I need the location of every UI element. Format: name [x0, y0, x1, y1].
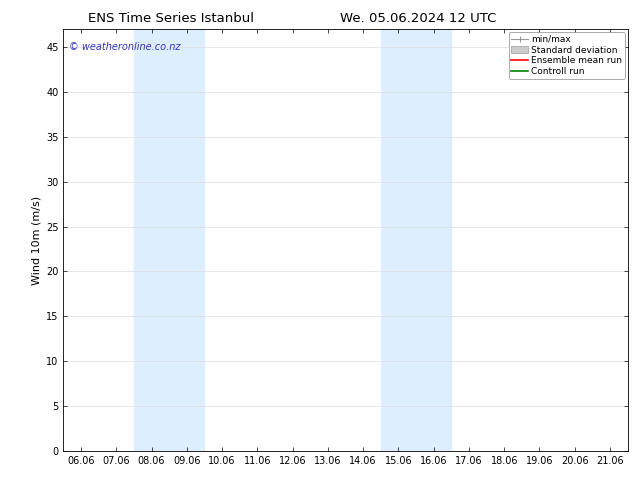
Text: © weatheronline.co.nz: © weatheronline.co.nz	[69, 42, 181, 52]
Text: We. 05.06.2024 12 UTC: We. 05.06.2024 12 UTC	[340, 12, 496, 25]
Bar	[381, 29, 451, 451]
Legend: min/max, Standard deviation, Ensemble mean run, Controll run: min/max, Standard deviation, Ensemble me…	[508, 32, 625, 79]
Y-axis label: Wind 10m (m/s): Wind 10m (m/s)	[32, 196, 42, 285]
Bar	[134, 29, 204, 451]
Text: ENS Time Series Istanbul: ENS Time Series Istanbul	[88, 12, 254, 25]
